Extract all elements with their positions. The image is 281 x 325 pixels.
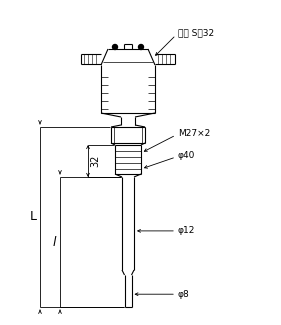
Text: L: L: [30, 211, 37, 224]
Text: l: l: [52, 236, 56, 249]
Text: φ40: φ40: [178, 150, 195, 160]
Text: M27×2: M27×2: [178, 128, 210, 137]
Text: φ8: φ8: [178, 290, 190, 299]
Circle shape: [112, 45, 117, 49]
Text: φ12: φ12: [178, 227, 195, 235]
Circle shape: [139, 45, 144, 49]
Text: 32: 32: [90, 155, 100, 167]
Text: 板手 S－32: 板手 S－32: [178, 29, 214, 37]
